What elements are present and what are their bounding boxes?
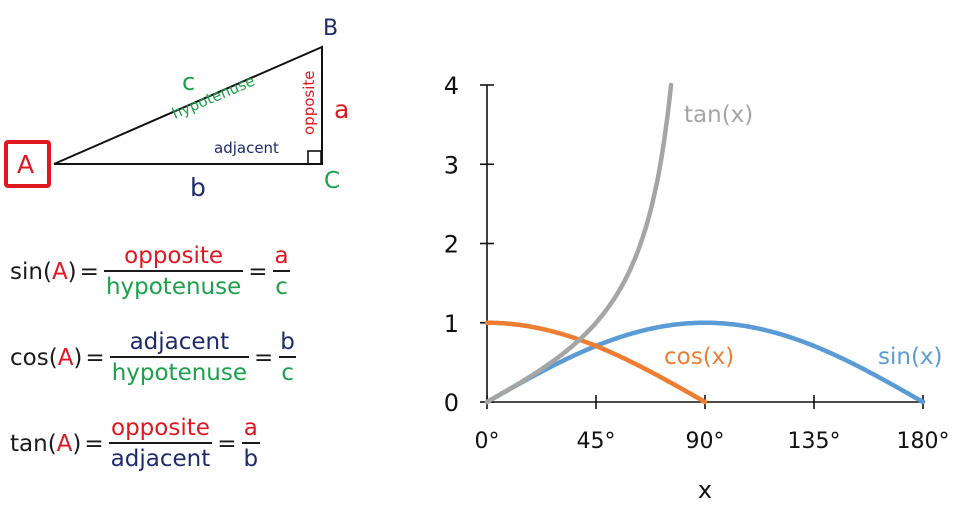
y-tick-label: 4 — [444, 72, 459, 100]
cos-func: cos( — [10, 344, 58, 371]
cos-series-label: cos(x) — [664, 344, 734, 370]
vertex-a-label: A — [17, 150, 35, 179]
y-tick-label: 1 — [444, 310, 459, 338]
tan-fraction: opposite adjacent — [108, 415, 213, 473]
right-triangle — [53, 45, 323, 165]
tan-func: tan( — [10, 430, 57, 457]
tan-curve — [484, 82, 674, 405]
x-tick-label: 90° — [686, 429, 725, 454]
sin-angle: A — [51, 258, 68, 285]
cos-angle: A — [57, 344, 74, 371]
chart-curves — [484, 82, 926, 405]
sin-func: sin( — [10, 258, 52, 285]
sin-fraction: opposite hypotenuse — [103, 243, 244, 301]
triangle-diagram — [4, 45, 323, 188]
vertex-b-label: B — [323, 16, 339, 41]
tan-angle: A — [56, 430, 73, 457]
side-b-label: b — [190, 173, 206, 202]
x-tick-label: 0° — [475, 429, 500, 454]
cos-curve — [484, 320, 708, 405]
cos-fraction: adjacent hypotenuse — [109, 329, 250, 387]
chart-labels: 0° 45° 90° 135° 180° 0 1 2 3 4 x sin(x) cos(x) tan(x) — [444, 72, 950, 504]
tan-series-label: tan(x) — [684, 102, 753, 128]
vertex-c-label: C — [324, 168, 341, 194]
x-axis-title: x — [698, 476, 712, 504]
x-tick-label: 180° — [897, 429, 950, 454]
side-c-label: c — [182, 68, 196, 96]
x-tick-label: 45° — [577, 429, 616, 454]
sin-series-label: sin(x) — [878, 344, 943, 370]
sin-curve — [484, 320, 926, 405]
y-tick-label: 2 — [444, 231, 459, 259]
vertex-a-box — [4, 140, 51, 188]
right-angle-marker — [307, 150, 322, 165]
y-tick-label: 3 — [444, 151, 459, 179]
side-a-label: a — [334, 95, 350, 124]
y-tick-label: 0 — [444, 389, 459, 417]
x-tick-label: 135° — [788, 429, 841, 454]
adjacent-label: adjacent — [214, 139, 279, 157]
